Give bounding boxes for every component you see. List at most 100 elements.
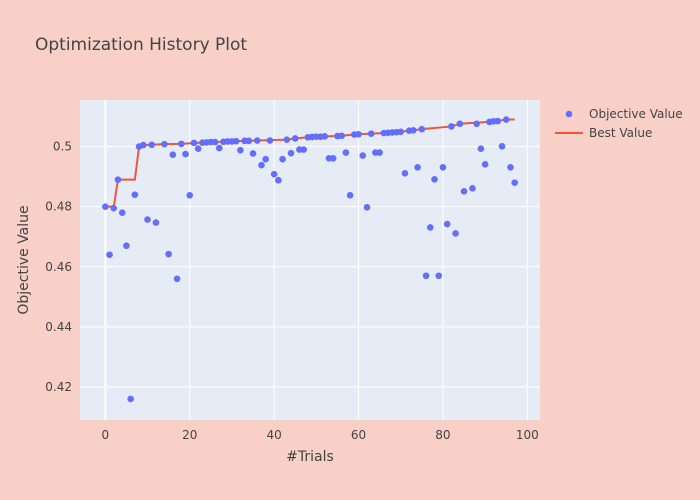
objective-point <box>452 230 459 237</box>
objective-point <box>249 150 257 157</box>
objective-point <box>182 150 189 158</box>
y-tick-label: 0.46 <box>45 260 72 274</box>
objective-point <box>477 145 485 152</box>
objective-point <box>359 152 367 159</box>
objective-point <box>507 164 514 171</box>
objective-point <box>194 145 202 152</box>
objective-point <box>456 120 464 128</box>
chart-title: Optimization History Plot <box>35 35 247 55</box>
objective-point <box>367 130 375 137</box>
objective-point <box>148 141 156 149</box>
y-axis-title: Objective Value <box>16 205 32 314</box>
objective-point <box>190 139 198 147</box>
objective-point <box>106 251 113 259</box>
objective-point <box>291 135 299 142</box>
objective-point <box>329 154 337 162</box>
objective-point <box>376 149 383 156</box>
objective-point <box>439 164 447 171</box>
objective-point <box>321 133 329 140</box>
objective-point <box>169 151 177 158</box>
y-tick-label: 0.5 <box>53 140 72 154</box>
objective-point <box>300 146 307 153</box>
objective-point <box>258 161 265 169</box>
objective-point <box>443 220 451 228</box>
grid-x <box>104 100 528 420</box>
x-tick-label: 0 <box>102 428 110 442</box>
objective-point <box>127 395 134 403</box>
objective-point <box>161 140 168 148</box>
plot-area <box>80 100 540 420</box>
y-tick-label: 0.42 <box>45 380 72 394</box>
objective-point <box>123 242 130 250</box>
objective-point <box>346 191 354 199</box>
x-tick-label: 40 <box>266 428 281 442</box>
objective-point <box>338 132 345 140</box>
objective-point <box>410 127 417 134</box>
x-tick-labels: 0 20 40 60 80 100 <box>102 428 539 442</box>
objective-point <box>118 209 126 216</box>
objective-point <box>131 191 139 198</box>
objective-point <box>165 250 172 258</box>
grid-y <box>80 146 540 388</box>
objective-point <box>435 272 443 280</box>
objective-point <box>266 137 274 144</box>
legend-label-best-value: Best Value <box>589 126 652 140</box>
objective-point <box>418 125 426 133</box>
objective-point <box>177 140 185 148</box>
legend[interactable]: Objective Value Best Value <box>555 107 683 140</box>
objective-point <box>245 137 253 145</box>
objective-point <box>102 203 109 210</box>
objective-point <box>355 130 362 138</box>
objective-point <box>494 117 502 125</box>
objective-point <box>397 128 405 136</box>
objective-point <box>498 142 506 150</box>
objective-point <box>152 219 160 226</box>
x-tick-label: 20 <box>182 428 197 442</box>
objective-point <box>262 155 269 163</box>
objective-point <box>173 275 181 283</box>
objective-point <box>232 137 240 145</box>
objective-point <box>211 138 219 146</box>
objective-point <box>283 136 291 143</box>
objective-point <box>401 170 409 177</box>
x-tick-label: 60 <box>351 428 366 442</box>
legend-label-objective-value: Objective Value <box>589 107 683 121</box>
y-tick-label: 0.48 <box>45 200 72 214</box>
objective-point <box>237 146 244 154</box>
legend-item-objective-value[interactable]: Objective Value <box>565 107 683 121</box>
objective-point <box>215 144 223 152</box>
objective-point <box>363 203 371 211</box>
objective-point <box>469 185 476 192</box>
objective-point <box>460 188 468 195</box>
objective-point <box>110 204 118 212</box>
objective-point <box>448 123 455 130</box>
legend-marker-objective-value <box>565 110 573 118</box>
objective-point <box>414 164 421 171</box>
objective-point <box>270 170 278 178</box>
objective-point <box>279 155 286 163</box>
objective-point <box>422 272 430 280</box>
objective-point <box>186 191 194 199</box>
x-tick-label: 80 <box>435 428 450 442</box>
legend-item-best-value[interactable]: Best Value <box>555 126 652 140</box>
objective-point <box>114 176 122 183</box>
objective-point <box>473 120 481 128</box>
objective-value-series <box>102 116 518 403</box>
objective-point <box>287 149 295 157</box>
objective-point <box>431 176 438 183</box>
objective-point <box>502 116 510 123</box>
objective-point <box>481 161 489 168</box>
y-tick-label: 0.44 <box>45 320 72 334</box>
objective-point <box>140 141 147 149</box>
x-axis-title: #Trials <box>286 449 334 465</box>
x-tick-label: 100 <box>516 428 539 442</box>
objective-point <box>342 149 350 156</box>
y-tick-labels: 0.42 0.44 0.46 0.48 0.5 <box>45 140 72 394</box>
objective-point <box>253 137 261 144</box>
objective-point <box>511 179 518 186</box>
objective-point <box>275 176 282 184</box>
objective-point <box>426 224 434 231</box>
objective-point <box>144 216 151 223</box>
